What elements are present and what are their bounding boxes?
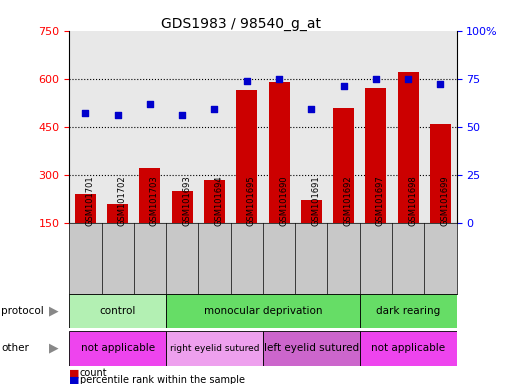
Bar (107, 204, 128, 223)
Bar (430, 124, 451, 223)
Bar (140, 168, 161, 223)
Bar (333, 108, 354, 223)
Text: GSM101691: GSM101691 (311, 175, 320, 226)
Bar (301, 200, 322, 223)
Point (437, 81, 445, 88)
Text: protocol: protocol (1, 306, 44, 316)
Text: monocular deprivation: monocular deprivation (204, 306, 322, 316)
Bar (263, 331, 360, 366)
Bar (269, 82, 289, 223)
Bar (166, 331, 263, 366)
Text: GDS1983 / 98540_g_at: GDS1983 / 98540_g_at (161, 17, 321, 31)
Point (307, 106, 315, 113)
Text: GSM101703: GSM101703 (150, 175, 159, 226)
Text: GSM101702: GSM101702 (117, 175, 127, 226)
Bar (172, 191, 193, 223)
Point (243, 78, 251, 84)
Text: dark rearing: dark rearing (376, 306, 440, 316)
Bar (236, 90, 257, 223)
Text: GSM101690: GSM101690 (279, 175, 288, 226)
Text: ▶: ▶ (49, 305, 58, 318)
Point (146, 101, 154, 107)
Bar (69, 294, 166, 328)
Bar (204, 180, 225, 223)
Point (340, 83, 348, 89)
Text: control: control (100, 306, 136, 316)
Bar (69, 331, 166, 366)
Text: ▶: ▶ (49, 342, 58, 355)
Bar (398, 72, 419, 223)
Text: left eyelid sutured: left eyelid sutured (264, 343, 359, 353)
Bar (360, 331, 457, 366)
Text: not applicable: not applicable (81, 343, 155, 353)
Text: GSM101695: GSM101695 (247, 175, 256, 226)
Text: GSM101699: GSM101699 (441, 175, 449, 226)
Bar (365, 88, 386, 223)
Bar (75, 194, 96, 223)
Point (178, 112, 186, 118)
Text: ■: ■ (69, 368, 80, 378)
Text: ■: ■ (69, 375, 80, 384)
Point (372, 76, 380, 82)
Text: not applicable: not applicable (371, 343, 445, 353)
Bar (166, 294, 360, 328)
Text: percentile rank within the sample: percentile rank within the sample (80, 375, 245, 384)
Text: GSM101701: GSM101701 (85, 175, 94, 226)
Point (81, 110, 89, 116)
Text: GSM101697: GSM101697 (376, 175, 385, 226)
Point (404, 76, 412, 82)
Text: GSM101698: GSM101698 (408, 175, 417, 226)
Point (113, 112, 122, 118)
Text: GSM101694: GSM101694 (214, 175, 224, 226)
Point (210, 106, 219, 113)
Point (275, 76, 283, 82)
Text: GSM101693: GSM101693 (182, 175, 191, 226)
Text: count: count (80, 368, 107, 378)
Text: right eyelid sutured: right eyelid sutured (170, 344, 259, 353)
Bar (360, 294, 457, 328)
Text: GSM101692: GSM101692 (344, 175, 352, 226)
Text: other: other (1, 343, 29, 353)
